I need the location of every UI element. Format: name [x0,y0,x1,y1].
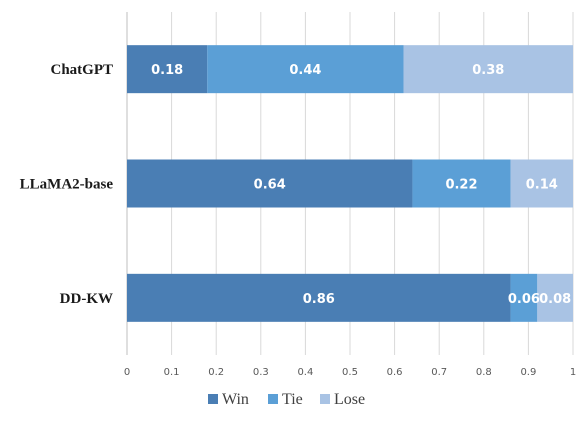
x-tick-label: 0.1 [164,367,180,378]
bar-win [127,159,413,208]
legend: Win Tie Lose [208,391,365,408]
x-tick-label: 0.9 [520,367,536,378]
data-label: 0.06 [508,292,540,307]
x-tick-label: 0.2 [208,367,224,378]
bar-tie [412,159,511,208]
bar-win [127,273,511,322]
bar-lose [403,45,573,94]
category-label: LLaMA2-base [20,177,114,193]
x-tick-label: 0.8 [476,367,492,378]
data-label: 0.22 [445,178,477,193]
x-tick-label: 0.3 [253,367,269,378]
bar-win [127,45,208,94]
legend-swatch-tie [268,394,278,404]
bar-tie [510,273,538,322]
x-tick-label: 0.4 [297,367,313,378]
data-label: 0.44 [289,63,321,78]
data-label: 0.64 [254,178,286,193]
data-labels: 0.18 0.44 0.38 0.64 0.22 0.14 0.86 0.06 0.08 [151,63,571,307]
data-label: 0.38 [472,63,504,78]
legend-label-tie: Tie [282,391,303,408]
x-tick-label: 0.6 [387,367,403,378]
data-label: 0.08 [539,292,571,307]
legend-swatch-win [208,394,218,404]
category-labels: ChatGPT LLaMA2-base DD-KW [20,62,114,307]
x-tick-label: 1 [570,367,576,378]
data-label: 0.14 [526,178,558,193]
legend-label-lose: Lose [334,391,365,408]
legend-label-win: Win [222,391,249,408]
category-label: DD-KW [60,291,113,307]
data-label: 0.18 [151,63,183,78]
bars [127,45,573,322]
bar-lose [537,273,573,322]
data-label: 0.86 [303,292,335,307]
bar-lose [510,159,573,208]
bar-tie [207,45,404,94]
x-tick-label: 0.7 [431,367,447,378]
x-tick-label: 0 [124,367,130,378]
x-tick-label: 0.5 [342,367,358,378]
legend-swatch-lose [320,394,330,404]
category-label: ChatGPT [50,62,113,78]
x-tick-labels: 0 0.1 0.2 0.3 0.4 0.5 0.6 0.7 0.8 0.9 1 [124,367,576,378]
